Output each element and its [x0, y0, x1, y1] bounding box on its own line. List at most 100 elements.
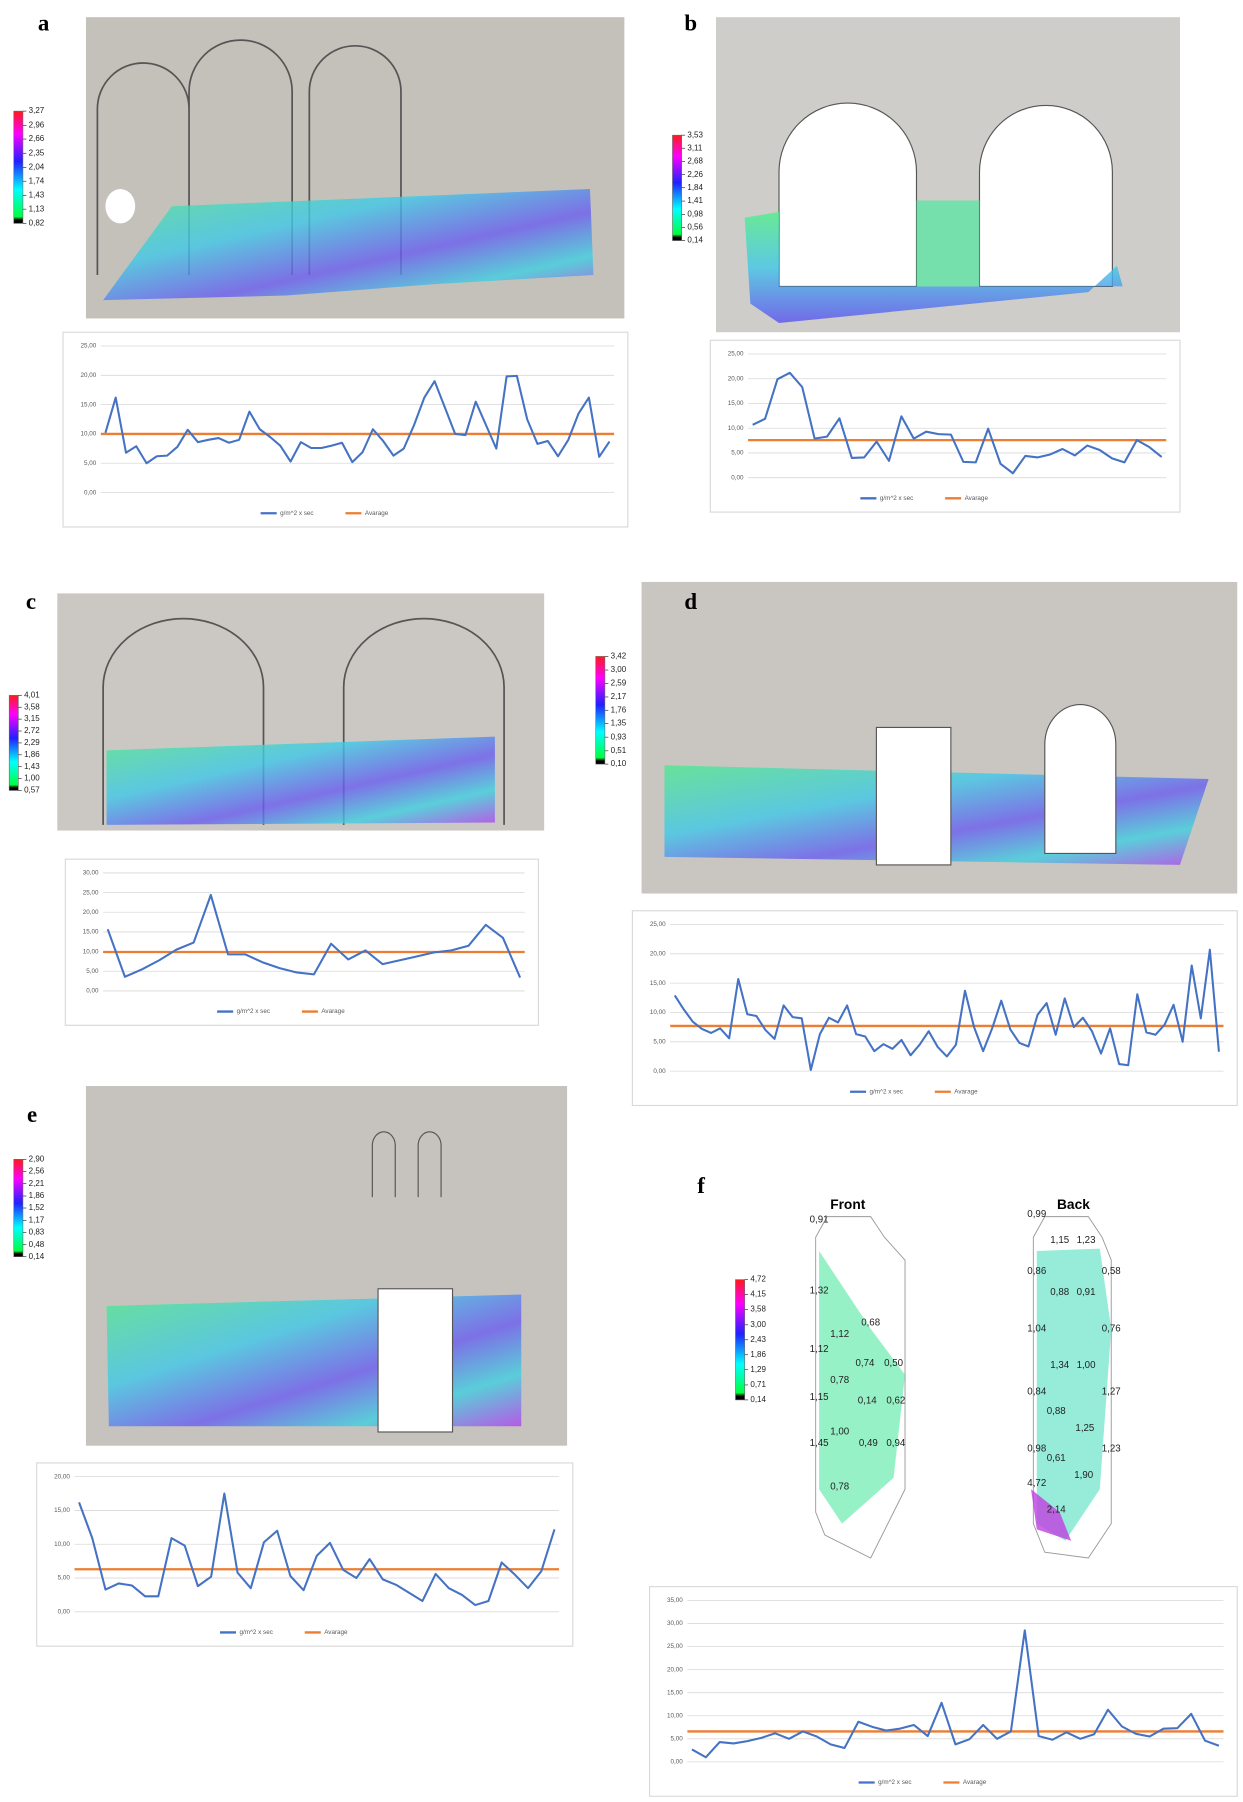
legend-label: Avarage — [321, 1008, 345, 1015]
panel-label: b — [684, 10, 697, 35]
colorbar-label: 3,53 — [687, 130, 703, 139]
y-tick-label: 0,00 — [671, 1759, 684, 1766]
legend-label: Avarage — [324, 1629, 348, 1636]
legend-label: g/m^2 x sec — [237, 1008, 270, 1015]
y-tick-label: 25,00 — [80, 343, 96, 350]
data-line — [673, 948, 1220, 1071]
measurement-label: 0,76 — [1102, 1323, 1121, 1334]
measurement-label: 2,14 — [1047, 1504, 1067, 1515]
colorbar-label: 0,98 — [687, 210, 703, 219]
colorbar-label: 0,10 — [611, 759, 627, 768]
y-tick-label: 0,00 — [58, 1609, 71, 1616]
measurement-label: 0,50 — [884, 1358, 904, 1369]
measurement-label: 1,12 — [830, 1329, 849, 1340]
colorbar-label: 1,84 — [687, 183, 703, 192]
photo-a — [85, 17, 625, 319]
y-tick-label: 5,00 — [653, 1038, 666, 1045]
measurement-label: 1,23 — [1077, 1235, 1096, 1246]
colorbar-label: 0,56 — [687, 223, 703, 232]
y-tick-label: 20,00 — [80, 372, 96, 379]
colorbar-label: 2,59 — [611, 678, 627, 687]
colorbar-label: 0,93 — [611, 732, 627, 741]
y-tick-label: 15,00 — [54, 1507, 70, 1514]
y-tick-label: 15,00 — [80, 401, 96, 408]
measurement-label: 1,04 — [1027, 1323, 1047, 1334]
measurement-label: 1,45 — [810, 1438, 829, 1449]
chart-frame — [631, 910, 1238, 1107]
colorbar-label: 2,21 — [29, 1179, 45, 1188]
y-tick-label: 15,00 — [728, 400, 744, 407]
measurement-label: 1,34 — [1050, 1360, 1070, 1371]
y-tick-label: 5,00 — [84, 460, 97, 467]
measurement-label: 0,74 — [855, 1358, 875, 1369]
colorbar — [13, 110, 24, 224]
measurement-label: 1,00 — [830, 1427, 850, 1438]
colorbar-label: 0,51 — [611, 746, 627, 755]
y-tick-label: 0,00 — [86, 988, 99, 995]
legend-label: g/m^2 x sec — [880, 495, 913, 502]
y-tick-label: 10,00 — [667, 1712, 683, 1719]
colorbar — [13, 1159, 24, 1257]
colorbar-label: 1,41 — [687, 196, 703, 205]
colorbar-label: 4,15 — [750, 1290, 766, 1299]
measurement-label: 1,12 — [810, 1344, 829, 1355]
measurement-label: 4,72 — [1027, 1478, 1046, 1489]
y-tick-label: 15,00 — [83, 929, 99, 936]
colorbar-label: 3,11 — [687, 143, 703, 152]
data-line — [691, 1629, 1220, 1759]
colorbar-label: 0,82 — [29, 218, 45, 227]
chart-frame — [648, 1586, 1238, 1797]
colorbar-label: 1,86 — [750, 1350, 766, 1359]
data-line — [78, 1492, 556, 1607]
colorbar-label: 4,72 — [750, 1275, 766, 1284]
colorbar — [595, 656, 606, 765]
colorbar-label: 3,27 — [29, 106, 45, 115]
y-tick-label: 30,00 — [83, 870, 99, 877]
y-tick-label: 20,00 — [667, 1666, 683, 1673]
colorbar-label: 2,72 — [24, 726, 40, 735]
y-tick-label: 35,00 — [667, 1597, 683, 1604]
view-title: Back — [1057, 1197, 1090, 1212]
colorbar-label: 3,58 — [24, 702, 40, 711]
data-line — [106, 893, 522, 978]
colorbar-label: 1,43 — [29, 191, 45, 200]
colorbar-label: 0,71 — [750, 1380, 766, 1389]
legend-label: g/m^2 x sec — [239, 1629, 272, 1636]
measurement-label: 0,86 — [1027, 1266, 1046, 1277]
measurement-label: 0,61 — [1047, 1453, 1066, 1464]
panel-label: d — [684, 589, 697, 614]
legend-label: Avarage — [965, 495, 989, 502]
colorbar-label: 0,14 — [29, 1252, 45, 1261]
colorbar-label: 0,83 — [29, 1227, 45, 1236]
measurement-label: 0,98 — [1027, 1444, 1046, 1455]
colorbar-label: 3,42 — [611, 652, 627, 661]
y-tick-label: 25,00 — [83, 889, 99, 896]
y-tick-label: 10,00 — [650, 1009, 666, 1016]
y-tick-label: 5,00 — [671, 1736, 684, 1743]
y-tick-label: 0,00 — [731, 474, 744, 481]
y-tick-label: 25,00 — [728, 351, 744, 358]
panel-label: f — [697, 1173, 705, 1198]
y-tick-label: 20,00 — [83, 909, 99, 916]
colorbar-label: 1,52 — [29, 1203, 45, 1212]
y-tick-label: 10,00 — [54, 1541, 70, 1548]
colorbar-label: 0,48 — [29, 1240, 45, 1249]
y-tick-label: 10,00 — [728, 425, 744, 432]
measurement-label: 0,94 — [886, 1438, 906, 1449]
colorbar-label: 0,14 — [750, 1395, 766, 1404]
data-line — [752, 371, 1163, 475]
colorbar-label: 1,43 — [24, 762, 40, 771]
colorbar-label: 2,35 — [29, 148, 45, 157]
colorbar — [672, 134, 682, 241]
colorbar-label: 0,57 — [24, 786, 40, 795]
measurement-label: 0,68 — [861, 1318, 880, 1329]
colorbar-label: 2,29 — [24, 738, 40, 747]
data-line — [104, 374, 611, 465]
colorbar-label: 2,56 — [29, 1166, 45, 1175]
measurement-label: 1,27 — [1102, 1386, 1121, 1397]
photo-d — [641, 581, 1238, 894]
measurement-label: 1,15 — [1050, 1235, 1069, 1246]
colorbar-label: 1,13 — [29, 204, 45, 213]
